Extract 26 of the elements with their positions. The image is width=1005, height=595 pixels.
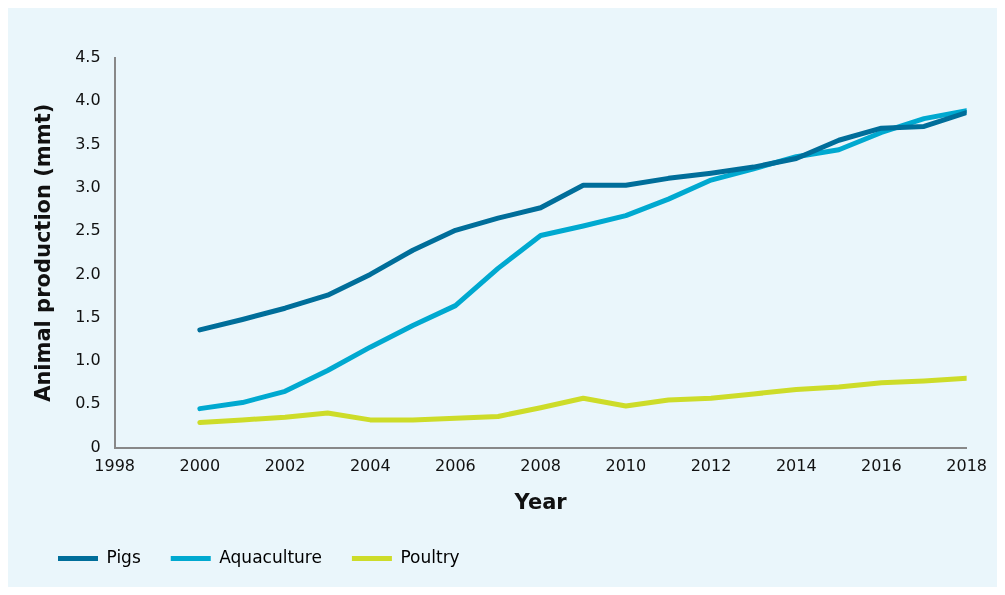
y-tick-label: 4.5 [75,47,101,67]
y-tick-label: 0 [90,436,101,456]
y-tick-label: 2.5 [75,220,101,240]
y-tick-label: 1.0 [75,350,101,370]
x-tick-label: 2008 [520,456,561,476]
y-axis-title: Animal production (mmt) [31,103,56,402]
legend-label: Poultry [400,546,460,567]
y-tick-label: 0.5 [75,393,101,413]
x-tick-label: 2006 [435,456,476,476]
y-tick-label: 3.0 [75,177,101,197]
y-tick-label: 4.0 [75,90,101,110]
x-tick-label: 2014 [775,456,817,476]
x-tick-label: 1998 [94,456,135,476]
y-tick-label: 3.5 [75,133,101,153]
x-tick-label: 2016 [861,456,902,476]
y-tick-label: 2.0 [75,263,101,283]
x-tick-label: 2000 [179,456,221,476]
x-tick-label: 2010 [605,456,647,476]
x-tick-label: 2012 [690,456,732,476]
y-tick-label: 1.5 [75,306,101,326]
legend-label: Pigs [106,546,141,567]
x-axis-title: Year [513,489,568,514]
x-tick-label: 2002 [264,456,306,476]
legend-label: Aquaculture [219,546,322,567]
x-tick-label: 2018 [946,456,987,476]
x-tick-label: 2004 [349,456,391,476]
